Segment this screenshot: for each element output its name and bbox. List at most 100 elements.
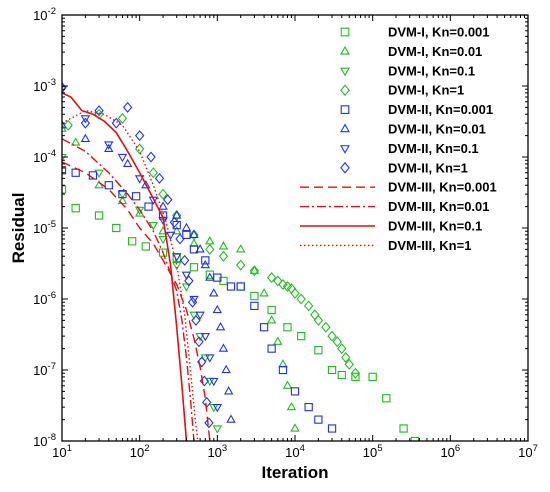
y-axis-title: Residual [9,193,28,264]
series-dvm-i-kn-0-01 [62,123,300,432]
legend-label-dvm-ii-kn-0-1: DVM-II, Kn=0.1 [388,141,479,156]
data-point-dvm-i-kn-0-001 [399,424,408,433]
x-axis-title: Iteration [261,463,328,482]
legend-item-dvm-iii-kn-0-01: DVM-III, Kn=0.01 [300,199,490,214]
legend-item-dvm-iii-kn-1: DVM-III, Kn=1 [300,238,471,253]
data-point-dvm-i-kn-0-001 [141,242,150,251]
legend-symbol-dvm-i-kn-0-1 [340,67,350,77]
data-point-dvm-i-kn-1 [337,343,347,355]
data-point-dvm-i-kn-0-001 [327,365,337,375]
y-tick-label: 10-4 [33,148,56,165]
data-point-dvm-i-kn-1 [273,275,283,287]
data-point-dvm-ii-kn-0-1 [165,231,176,241]
data-point-dvm-ii-kn-0-01 [189,229,199,238]
y-tick-label: 10-6 [33,290,56,307]
data-point-dvm-i-kn-0-1 [62,153,67,163]
data-point-dvm-i-kn-0-1 [117,191,128,200]
data-point-dvm-i-kn-0-001 [112,223,121,233]
data-point-dvm-i-kn-0-1 [94,169,104,179]
legend-label-dvm-i-kn-1: DVM-I, Kn=1 [388,83,464,98]
data-point-dvm-ii-kn-0-1 [181,271,192,280]
data-point-dvm-i-kn-1 [266,272,277,284]
data-point-dvm-i-kn-0-1 [171,262,182,271]
data-point-dvm-ii-kn-0-001 [144,202,153,211]
legend-item-dvm-ii-kn-0-1: DVM-II, Kn=0.1 [340,141,479,156]
legend-item-dvm-i-kn-0-1: DVM-I, Kn=0.1 [340,63,475,78]
data-point-dvm-ii-kn-0-1 [171,253,182,262]
data-point-dvm-i-kn-0-01 [70,137,81,146]
data-point-dvm-ii-kn-0-1 [205,354,215,363]
legend-symbol-dvm-i-kn-0-01 [340,45,350,55]
data-point-dvm-i-kn-1 [344,358,354,370]
data-point-dvm-ii-kn-1 [80,117,91,129]
data-point-dvm-i-kn-0-001 [189,263,199,272]
data-point-dvm-ii-kn-1 [191,314,201,326]
data-point-dvm-ii-kn-0-001 [189,245,199,254]
data-point-dvm-i-kn-1 [350,367,361,379]
data-point-dvm-ii-kn-0-001 [304,402,313,412]
data-point-dvm-ii-kn-1 [194,336,204,348]
legend-symbol-dvm-ii-kn-0-01 [340,123,350,133]
data-point-dvm-ii-kn-0-001 [158,211,168,220]
data-point-dvm-i-kn-0-01 [273,336,283,345]
y-tick-label: 10-5 [33,219,56,236]
data-point-dvm-i-kn-1 [117,112,128,124]
x-tick-label: 103 [207,443,227,460]
data-point-dvm-ii-kn-0-1 [104,141,114,150]
legend-label-dvm-iii-kn-0-01: DVM-III, Kn=0.01 [388,199,490,214]
y-tick-label: 10-7 [33,361,56,378]
data-point-dvm-ii-kn-0-01 [200,259,211,269]
data-point-dvm-i-kn-1 [286,283,297,295]
data-point-dvm-ii-kn-0-001 [267,344,276,353]
data-point-dvm-i-kn-0-001 [337,370,346,380]
series-dvm-ii-kn-1 [62,82,214,429]
data-point-dvm-ii-kn-0-01 [80,133,91,142]
y-tick-label: 10-3 [33,77,56,94]
data-point-dvm-ii-kn-1 [187,296,198,308]
data-point-dvm-i-kn-1 [249,265,260,277]
data-point-dvm-i-kn-1 [296,293,306,305]
legend-item-dvm-ii-kn-0-001: DVM-II, Kn=0.001 [340,102,493,117]
data-point-dvm-i-kn-1 [218,250,229,262]
data-point-dvm-i-kn-1 [332,336,342,348]
data-point-dvm-ii-kn-0-01 [209,288,219,297]
data-point-dvm-ii-kn-0-01 [195,244,205,253]
data-point-dvm-ii-kn-0-1 [200,333,211,342]
data-point-dvm-ii-kn-0-001 [290,387,300,396]
data-point-dvm-ii-kn-0-1 [134,175,145,184]
data-point-dvm-ii-kn-0-01 [205,272,215,281]
data-point-dvm-i-kn-1 [321,321,331,333]
data-point-dvm-ii-kn-0-01 [218,343,229,352]
data-point-dvm-ii-kn-0-01 [104,143,114,152]
data-point-dvm-ii-kn-1 [146,151,156,163]
data-point-dvm-ii-kn-0-01 [212,304,223,314]
data-point-dvm-i-kn-1 [134,143,145,155]
data-point-dvm-i-kn-0-001 [297,331,306,341]
data-point-dvm-i-kn-0-001 [158,248,168,257]
data-point-dvm-ii-kn-0-001 [226,282,236,291]
data-point-dvm-ii-kn-0-001 [213,273,222,282]
series-dvm-iii-kn-0-01 [62,138,195,441]
x-tick-label: 104 [285,443,305,460]
data-point-dvm-ii-kn-0-001 [278,365,288,375]
legend-item-dvm-ii-kn-1: DVM-II, Kn=1 [340,160,468,175]
data-point-dvm-ii-kn-0-001 [259,323,269,332]
x-tick-label: 101 [52,443,72,460]
data-point-dvm-i-kn-0-001 [267,305,276,315]
data-point-dvm-i-kn-1 [205,243,215,255]
data-point-dvm-i-kn-0-001 [351,372,360,382]
data-point-dvm-ii-kn-1 [197,356,207,368]
data-point-dvm-ii-kn-1 [154,172,165,184]
data-point-dvm-ii-kn-1 [175,233,185,245]
data-point-dvm-ii-kn-0-01 [62,119,67,129]
data-point-dvm-ii-kn-0-01 [171,210,182,219]
data-point-dvm-i-kn-0-1 [212,425,223,434]
series-dvm-ii-kn-0-001 [62,166,337,433]
axis-ticks: 101 102 103 104 105 106 107 10-2 10-3 10-4 10-5 10-… [33,6,538,460]
legend-label-dvm-ii-kn-0-01: DVM-II, Kn=0.01 [388,122,486,137]
data-point-dvm-i-kn-1 [303,300,314,312]
data-point-dvm-ii-kn-1 [111,117,121,129]
data-point-dvm-i-kn-1 [63,119,73,131]
data-point-dvm-ii-kn-0-001 [71,168,80,177]
